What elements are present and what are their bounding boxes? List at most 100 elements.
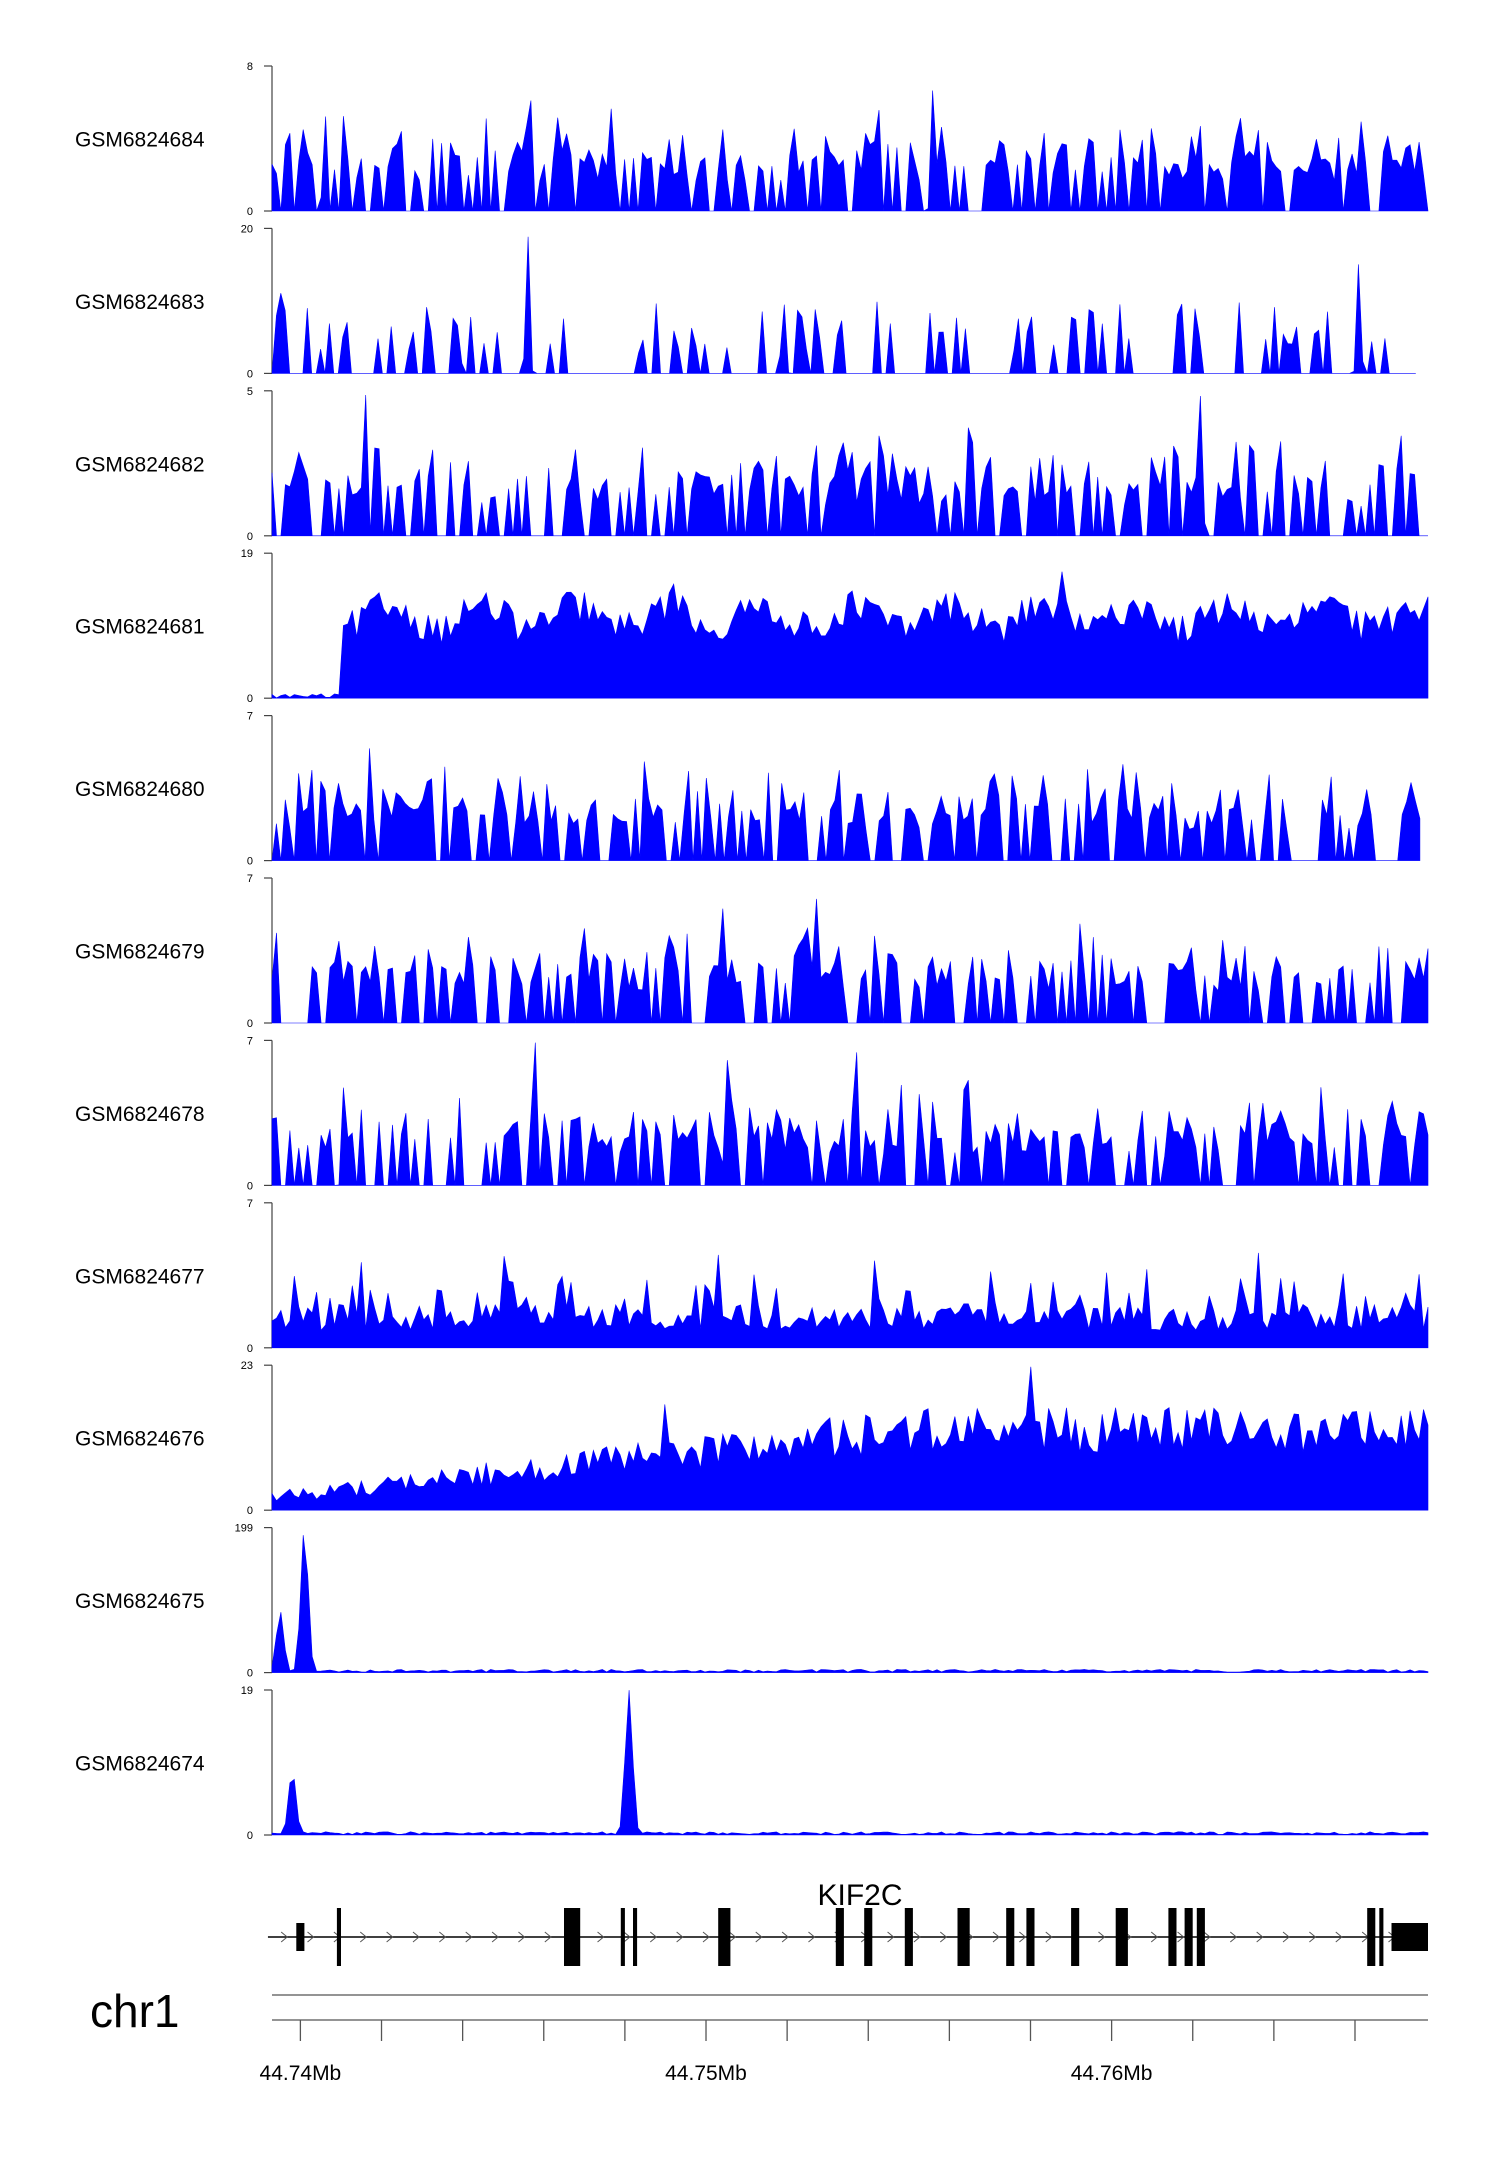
strand-chevron xyxy=(1282,1931,1290,1943)
y-tick-label-max: 8 xyxy=(247,61,253,73)
track-label: GSM6824681 xyxy=(75,616,205,639)
exon-17 xyxy=(1196,1908,1205,1966)
strand-chevron xyxy=(386,1931,394,1943)
coverage-area xyxy=(271,1366,1429,1511)
y-tick-label-min: 0 xyxy=(247,1018,253,1030)
strand-chevron xyxy=(491,1931,499,1943)
y-tick-label-min: 0 xyxy=(247,1668,253,1680)
strand-chevron xyxy=(1177,1931,1185,1943)
strand-chevron xyxy=(702,1931,710,1943)
coverage-area xyxy=(271,1690,1429,1836)
coverage-area xyxy=(271,571,1429,699)
exon-6 xyxy=(718,1908,731,1966)
strand-chevron xyxy=(359,1931,368,1943)
y-tick-label-min: 0 xyxy=(247,1830,253,1842)
exon-11 xyxy=(1006,1908,1015,1966)
exon-12 xyxy=(1026,1908,1035,1966)
strand-chevron xyxy=(465,1931,473,1943)
x-tick-label: 44.76Mb xyxy=(1071,2062,1153,2085)
track-label: GSM6824677 xyxy=(75,1265,205,1288)
exon-20 xyxy=(1391,1923,1428,1951)
exon-2 xyxy=(336,1908,341,1966)
coverage-area xyxy=(271,236,1416,374)
y-tick-label-max: 20 xyxy=(241,223,253,235)
track-GSM6824677: GSM6824677 7 0 xyxy=(75,1198,1429,1355)
track-label: GSM6824678 xyxy=(75,1103,205,1126)
exon-5 xyxy=(633,1908,638,1966)
strand-chevron xyxy=(412,1931,420,1943)
genome-axis: chr1 44.74Mb 44.75Mb 44.76Mb xyxy=(90,1985,1428,2085)
strand-chevron xyxy=(992,1931,1000,1943)
x-tick-label: 44.75Mb xyxy=(665,2062,747,2085)
strand-chevron xyxy=(1335,1931,1343,1943)
track-GSM6824684: GSM6824684 8 0 xyxy=(75,61,1429,218)
gene-track: KIF2C xyxy=(267,1879,1428,1966)
y-tick-label-max: 7 xyxy=(247,1035,253,1047)
track-label: GSM6824684 xyxy=(75,129,205,152)
strand-chevron xyxy=(1203,1931,1211,1943)
y-tick-label-min: 0 xyxy=(247,1343,253,1355)
track-label: GSM6824676 xyxy=(75,1428,205,1451)
track-label: GSM6824679 xyxy=(75,941,205,964)
y-tick-label-min: 0 xyxy=(247,1180,253,1192)
y-tick-label-min: 0 xyxy=(247,693,253,705)
track-GSM6824675: GSM6824675 199 0 xyxy=(75,1523,1429,1680)
exon-7 xyxy=(835,1908,844,1966)
y-tick-label-min: 0 xyxy=(247,531,253,543)
y-tick-label-max: 23 xyxy=(241,1360,253,1372)
track-label: GSM6824674 xyxy=(75,1753,205,1776)
y-tick-label-max: 5 xyxy=(247,386,253,398)
track-GSM6824678: GSM6824678 7 0 xyxy=(75,1035,1429,1192)
strand-chevron xyxy=(887,1931,895,1943)
track-GSM6824683: GSM6824683 20 0 xyxy=(75,223,1416,380)
exon-16 xyxy=(1184,1908,1193,1966)
exon-19 xyxy=(1379,1908,1384,1966)
strand-chevron xyxy=(649,1931,658,1943)
strand-chevron xyxy=(808,1931,816,1943)
strand-chevron xyxy=(1019,1931,1027,1943)
y-tick-label-max: 7 xyxy=(247,711,253,723)
chromosome-label: chr1 xyxy=(90,1985,179,2037)
exon-18 xyxy=(1367,1908,1376,1966)
x-tick-label: 44.74Mb xyxy=(260,2062,342,2085)
coverage-area xyxy=(271,1252,1429,1349)
exon-15 xyxy=(1168,1908,1177,1966)
strand-chevron xyxy=(597,1931,605,1943)
strand-chevron xyxy=(544,1931,552,1943)
strand-chevron xyxy=(1229,1931,1238,1943)
strand-chevron xyxy=(676,1931,684,1943)
exon-13 xyxy=(1071,1908,1080,1966)
exon-10 xyxy=(957,1908,970,1966)
y-tick-label-max: 199 xyxy=(235,1523,253,1535)
track-GSM6824679: GSM6824679 7 0 xyxy=(75,873,1429,1030)
coverage-area xyxy=(271,898,1429,1024)
strand-chevron xyxy=(623,1931,631,1943)
track-GSM6824674: GSM6824674 19 0 xyxy=(75,1685,1429,1842)
y-tick-label-max: 7 xyxy=(247,873,253,885)
y-tick-label-min: 0 xyxy=(247,856,253,868)
strand-chevron xyxy=(1045,1931,1053,1943)
y-tick-label-min: 0 xyxy=(247,1505,253,1517)
coverage-tracks: GSM682468480GSM6824683200GSM682468250GSM… xyxy=(75,61,1429,1842)
strand-chevron xyxy=(729,1931,737,1943)
track-GSM6824682: GSM6824682 5 0 xyxy=(75,386,1428,543)
coverage-area xyxy=(271,394,1428,537)
track-label: GSM6824680 xyxy=(75,778,205,801)
strand-chevron xyxy=(1150,1931,1158,1943)
strand-chevron xyxy=(781,1931,789,1943)
y-tick-label-max: 19 xyxy=(241,1685,253,1697)
strand-chevron xyxy=(307,1931,315,1943)
strand-chevron xyxy=(939,1931,948,1943)
coverage-area xyxy=(271,1535,1429,1673)
exon-8 xyxy=(864,1908,873,1966)
coverage-area xyxy=(271,748,1421,861)
strand-chevron xyxy=(280,1931,288,1943)
strand-chevron xyxy=(913,1931,921,1943)
strand-chevron xyxy=(1098,1931,1106,1943)
track-label: GSM6824682 xyxy=(75,453,205,476)
exon-1 xyxy=(296,1923,305,1951)
y-tick-label-max: 19 xyxy=(241,548,253,560)
coverage-area xyxy=(271,1042,1429,1186)
